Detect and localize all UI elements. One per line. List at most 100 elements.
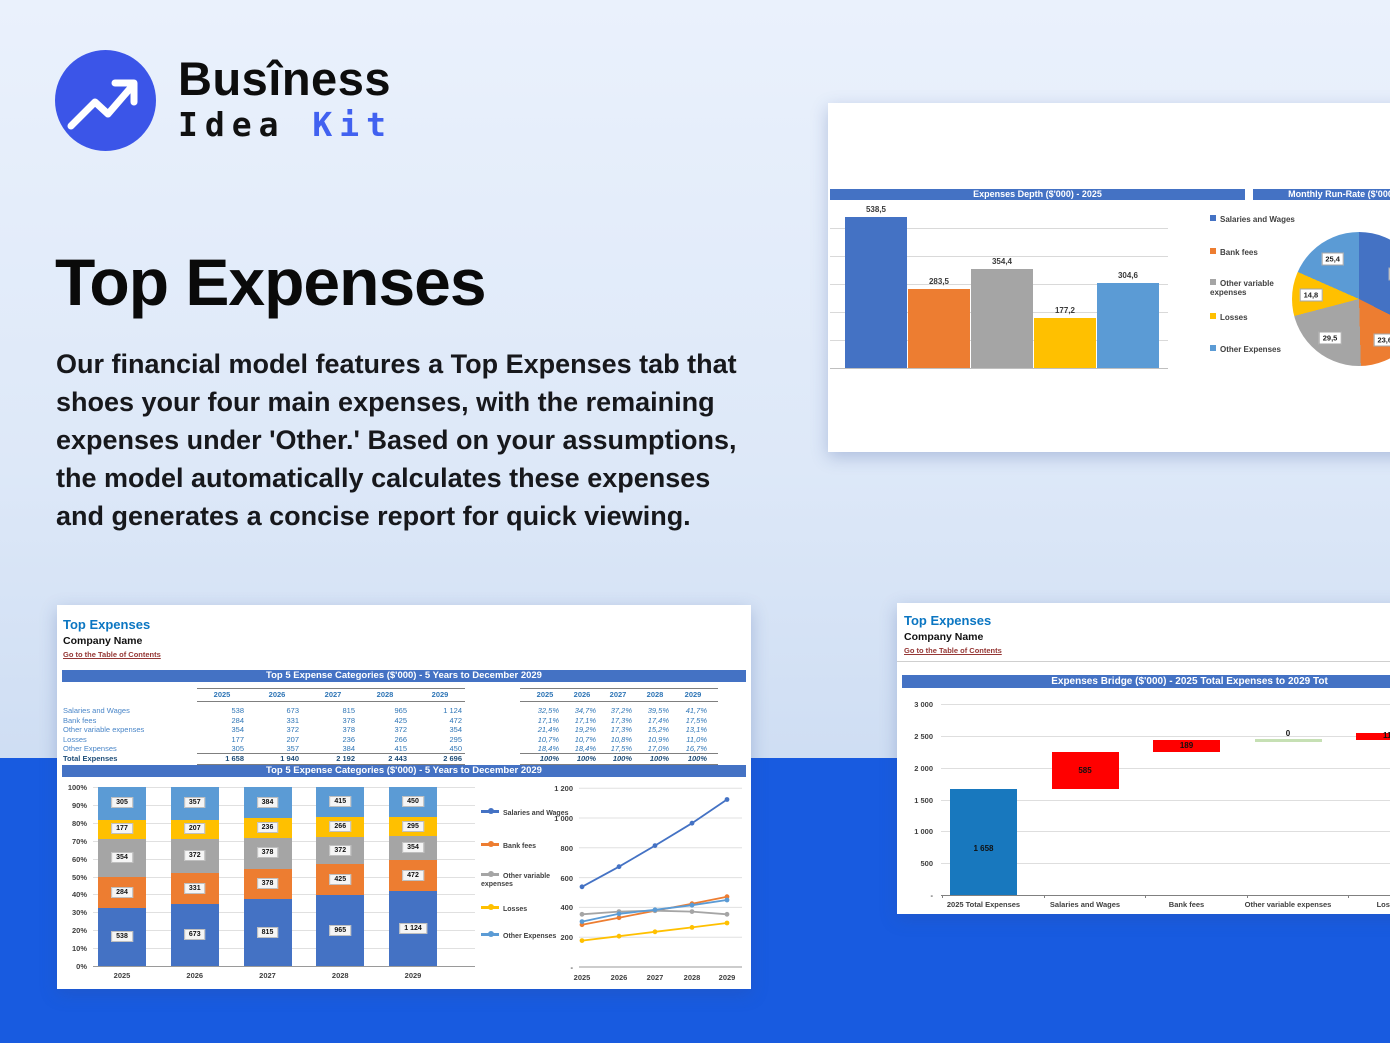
year-header: 2027 <box>324 690 342 699</box>
stacked-segment: 354 <box>389 836 437 860</box>
table-cell-pct: 21,4% <box>537 725 559 734</box>
segment-value-label: 415 <box>329 796 352 808</box>
y-tick: 1 000 <box>914 827 933 837</box>
waterfall-value-label: 189 <box>1179 741 1194 751</box>
table-cell: 354 <box>231 725 244 734</box>
legend-item: Other variable expenses <box>481 871 551 889</box>
x-tick: 2029 <box>404 971 422 980</box>
segment-value-label: 354 <box>111 852 133 864</box>
table-cell: 372 <box>394 725 407 734</box>
top5-chart-header: Top 5 Expense Categories ($'000) - 5 Yea… <box>62 765 746 777</box>
year-header: 2029 <box>431 690 449 699</box>
page-title: Top Expenses <box>55 245 487 320</box>
monthly-runrate-header: Monthly Run-Rate ($'000 <box>1253 189 1390 200</box>
table-cell: 815 <box>342 706 355 715</box>
segment-value-label: 378 <box>256 847 279 859</box>
total-cell: 2 192 <box>336 754 355 763</box>
total-cell-pct: 100% <box>576 754 596 763</box>
x-tick: 2029 <box>718 973 736 982</box>
segment-value-label: 177 <box>111 823 133 835</box>
stacked-segment: 266 <box>316 817 365 837</box>
legend-item: Salaries and Wages <box>1210 215 1302 224</box>
bar-value-label: 283,5 <box>928 276 950 286</box>
pie-slice-label: 44,9 <box>1388 267 1390 281</box>
y-tick: 100% <box>67 783 87 792</box>
table-cell-pct: 19,2% <box>574 725 596 734</box>
y-tick: 1 200 <box>554 784 573 794</box>
data-point <box>724 897 730 903</box>
table-cell-pct: 18,4% <box>574 744 596 753</box>
legend-item: Other Expenses <box>481 931 573 941</box>
stacked-segment: 236 <box>243 818 292 838</box>
table-cell-pct: 15,2% <box>647 725 669 734</box>
y-tick: 10% <box>71 944 87 954</box>
table-of-contents-link[interactable]: Go to the Table of Contents <box>63 650 161 659</box>
stacked-segment: 384 <box>243 787 292 819</box>
data-point <box>616 864 622 870</box>
segment-value-label: 295 <box>402 820 424 832</box>
legend-item: Other variable expenses <box>1210 279 1274 298</box>
stacked-segment: 354 <box>98 839 146 878</box>
year-header: 2027 <box>609 690 627 699</box>
table-cell: 331 <box>286 715 299 725</box>
y-tick: 1 000 <box>554 814 573 823</box>
table-rule <box>197 753 465 754</box>
row-label: Bank fees <box>63 715 97 725</box>
gridline <box>941 767 1390 769</box>
x-tick: Bank fees <box>1168 900 1205 909</box>
trend-arrow-icon <box>55 50 156 151</box>
gridline <box>941 831 1390 833</box>
segment-value-label: 965 <box>329 924 352 936</box>
stacked-segment: 284 <box>98 877 146 908</box>
table-rule <box>520 688 718 689</box>
data-point <box>616 911 622 917</box>
table-cell-pct: 17,1% <box>574 715 596 725</box>
sheet-title: Top Expenses <box>63 617 151 632</box>
segment-value-label: 284 <box>111 886 133 898</box>
table-cell-pct: 17,1% <box>537 715 559 725</box>
segment-value-label: 450 <box>402 795 424 807</box>
total-cell-pct: 100% <box>612 754 632 763</box>
table-cell-pct: 17,5% <box>685 715 707 725</box>
y-tick: - <box>930 891 934 900</box>
line-series <box>581 798 728 888</box>
stacked-segment: 538 <box>98 907 146 966</box>
table-cell: 378 <box>342 715 355 725</box>
bridge-chart-header: Expenses Bridge ($'000) - 2025 Total Exp… <box>902 675 1390 688</box>
table-of-contents-link[interactable]: Go to the Table of Contents <box>904 646 1002 655</box>
bar-4 <box>1097 282 1159 368</box>
data-point <box>689 820 695 826</box>
stacked-segment: 207 <box>170 819 219 840</box>
pie-slice-label: 23,6 <box>1373 333 1390 347</box>
legend-line-marker <box>481 931 499 937</box>
table-rule <box>520 701 718 702</box>
stacked-segment: 472 <box>389 859 437 892</box>
segment-value-label: 372 <box>183 850 206 862</box>
waterfall-value-label: 1 658 <box>973 844 994 854</box>
segment-value-label: 673 <box>183 928 206 940</box>
logo-wordmark: Busîness Idea Kit <box>178 55 393 141</box>
total-cell: 2 696 <box>443 754 462 763</box>
table-cell-pct: 10,8% <box>610 734 632 744</box>
data-point <box>579 919 585 924</box>
waterfall-value-label: 585 <box>1078 765 1092 775</box>
year-header: 2025 <box>213 690 231 699</box>
table-cell: 1 124 <box>443 706 462 715</box>
table-cell: 450 <box>449 744 462 753</box>
data-point <box>689 902 695 908</box>
table-rule <box>197 688 465 689</box>
segment-value-label: 207 <box>183 823 206 835</box>
data-point <box>689 909 695 914</box>
logo-icon <box>55 50 156 151</box>
table-cell: 425 <box>394 715 407 725</box>
table-cell-pct: 17,3% <box>610 725 632 734</box>
waterfall-value-label: 118 <box>1383 731 1390 741</box>
axis-tick <box>942 895 943 898</box>
table-rule <box>197 764 465 765</box>
y-tick: 50% <box>71 872 87 882</box>
legend-swatch <box>1210 313 1216 319</box>
top5-categories-sheet-card: Top Expenses Company Name Go to the Tabl… <box>57 605 751 989</box>
x-tick: Losses <box>1376 900 1390 909</box>
y-tick: 200 <box>560 933 573 943</box>
segment-value-label: 472 <box>402 869 424 881</box>
